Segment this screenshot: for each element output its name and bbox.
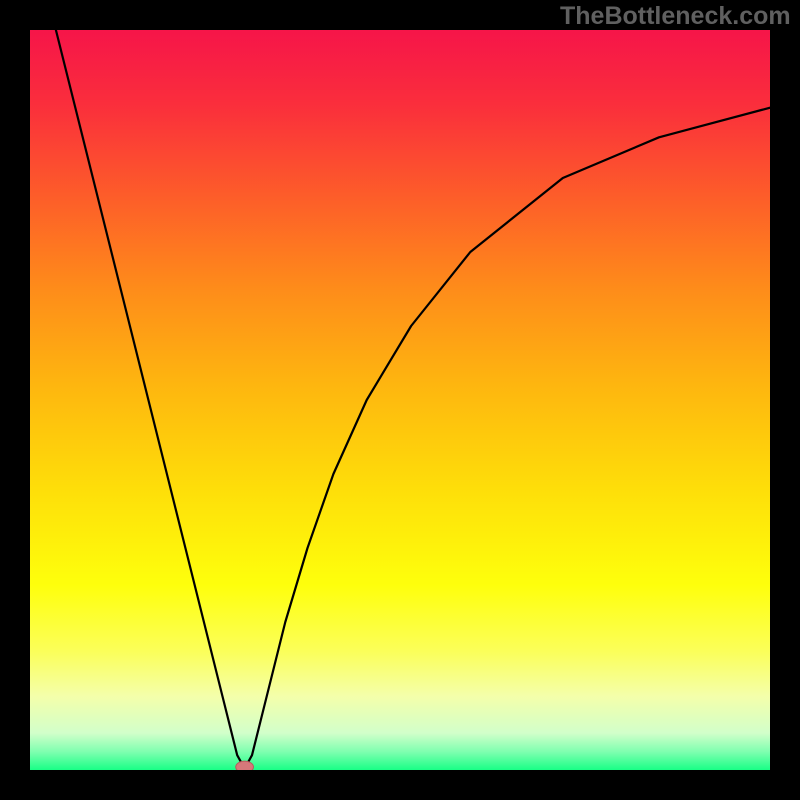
watermark: TheBottleneck.com (560, 2, 791, 31)
chart-svg (30, 30, 770, 770)
plot-area (30, 30, 770, 770)
min-marker (236, 761, 254, 770)
watermark-text: TheBottleneck.com (560, 2, 791, 30)
gradient-bg (30, 30, 770, 770)
